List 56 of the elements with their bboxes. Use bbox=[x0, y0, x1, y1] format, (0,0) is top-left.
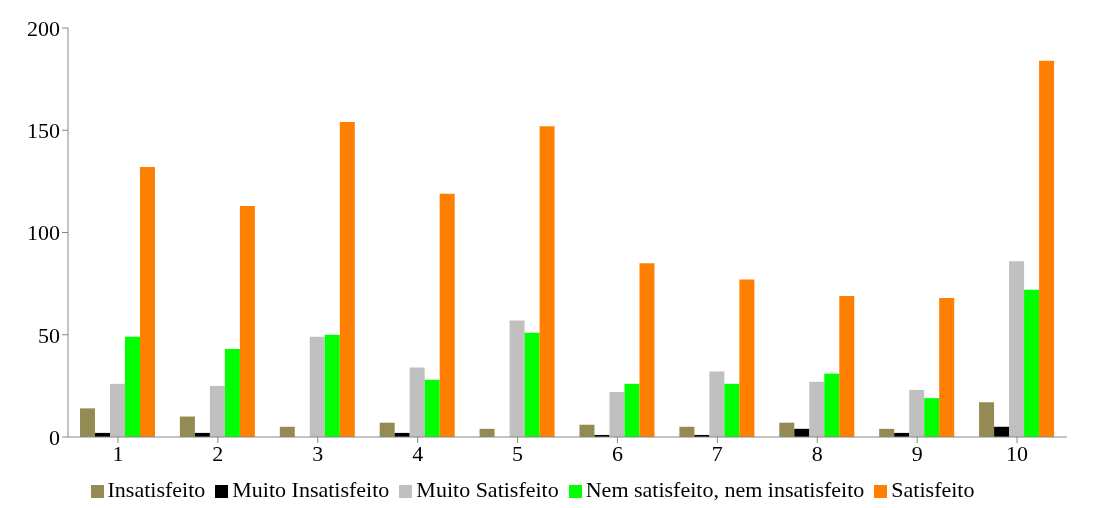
bar bbox=[724, 383, 740, 437]
bar bbox=[1024, 289, 1040, 437]
bar bbox=[409, 367, 425, 437]
bar bbox=[139, 167, 155, 437]
bar bbox=[624, 383, 640, 437]
bar bbox=[324, 334, 340, 437]
bar bbox=[524, 332, 540, 437]
bar bbox=[709, 371, 725, 437]
bar bbox=[339, 122, 355, 437]
bar bbox=[509, 320, 525, 437]
bar bbox=[224, 349, 240, 437]
bar bbox=[239, 205, 255, 437]
bar bbox=[309, 336, 325, 437]
bar bbox=[609, 392, 625, 437]
bar bbox=[439, 193, 455, 437]
bar bbox=[209, 385, 225, 437]
x-tick-label: 2 bbox=[212, 440, 224, 466]
legend-label: Satisfeito bbox=[891, 477, 975, 502]
bar bbox=[924, 398, 940, 437]
bar bbox=[109, 383, 125, 437]
bar bbox=[979, 402, 995, 437]
legend-label: Nem satisfeito, nem insatisfeito bbox=[585, 477, 865, 502]
y-tick-label: 50 bbox=[38, 322, 60, 348]
bar bbox=[909, 389, 925, 437]
y-tick-label: 100 bbox=[27, 220, 60, 246]
y-tick-label: 200 bbox=[27, 15, 60, 41]
legend-label: Insatisfeito bbox=[107, 477, 206, 502]
legend-label: Muito Insatisfeito bbox=[232, 477, 390, 502]
bar bbox=[379, 422, 395, 437]
bar bbox=[1009, 261, 1025, 437]
bar bbox=[639, 263, 655, 437]
x-tick-label: 7 bbox=[711, 440, 723, 466]
bar bbox=[424, 379, 440, 437]
bar bbox=[939, 297, 955, 437]
bar bbox=[824, 373, 840, 437]
x-tick-label: 9 bbox=[911, 440, 923, 466]
x-tick-label: 10 bbox=[1006, 440, 1029, 466]
bar bbox=[839, 295, 855, 437]
legend-label: Muito Satisfeito bbox=[416, 477, 559, 502]
bar bbox=[539, 126, 555, 437]
bar bbox=[739, 279, 755, 437]
x-tick-label: 6 bbox=[611, 440, 623, 466]
x-tick-label: 8 bbox=[811, 440, 823, 466]
bar bbox=[79, 408, 95, 437]
x-tick-label: 1 bbox=[112, 440, 124, 466]
x-tick-label: 3 bbox=[312, 440, 324, 466]
bar bbox=[809, 381, 825, 437]
bar bbox=[1039, 60, 1055, 437]
x-tick-label: 4 bbox=[412, 440, 424, 466]
bar bbox=[124, 336, 140, 437]
bar bbox=[179, 416, 195, 437]
x-tick-label: 5 bbox=[512, 440, 524, 466]
bar bbox=[579, 424, 595, 437]
y-tick-label: 0 bbox=[49, 424, 60, 450]
y-tick-label: 150 bbox=[27, 118, 60, 144]
bar bbox=[779, 422, 795, 437]
